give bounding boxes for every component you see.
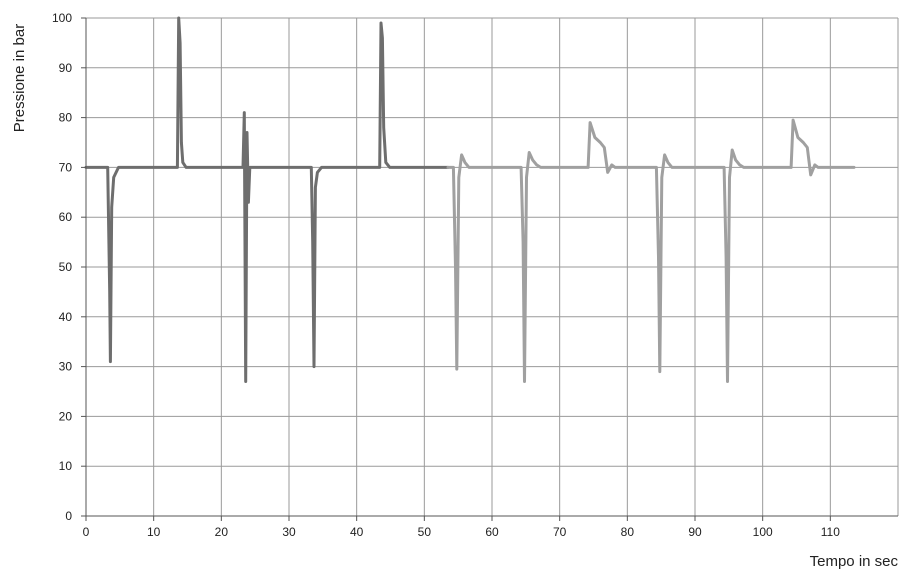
- y-tick-label: 60: [59, 210, 73, 224]
- x-tick-label: 90: [688, 525, 702, 539]
- axes: [81, 17, 898, 521]
- grid: [85, 17, 899, 517]
- y-axis-label: Pressione in bar: [11, 24, 28, 132]
- x-tick-label: 50: [418, 525, 432, 539]
- x-tick-label: 30: [282, 525, 296, 539]
- y-tick-label: 50: [59, 260, 73, 274]
- x-axis-label: Tempo in sec: [810, 553, 899, 570]
- series-group: [84, 16, 856, 383]
- x-tick-label: 0: [83, 525, 90, 539]
- x-tick-label: 10: [147, 525, 161, 539]
- x-tick-label: 40: [350, 525, 364, 539]
- series-line-2: [446, 118, 856, 383]
- y-tick-label: 30: [59, 360, 73, 374]
- x-tick-label: 70: [553, 525, 567, 539]
- x-tick-label: 20: [215, 525, 229, 539]
- x-tick-label: 60: [485, 525, 499, 539]
- y-tick-labels: 0 10 20 30 40 50 60 70 80 90 100: [52, 11, 72, 523]
- y-tick-label: 100: [52, 11, 72, 25]
- y-tick-label: 40: [59, 310, 73, 324]
- x-tick-label: 100: [753, 525, 773, 539]
- x-tick-label: 110: [821, 525, 840, 539]
- y-tick-label: 20: [59, 409, 73, 423]
- y-tick-label: 0: [65, 509, 72, 523]
- x-tick-labels: 0 10 20 30 40 50 60 70 80 90 100 110: [83, 525, 841, 539]
- y-tick-label: 90: [59, 61, 73, 75]
- x-tick-label: 80: [621, 525, 635, 539]
- y-tick-label: 70: [59, 160, 73, 174]
- y-tick-label: 80: [59, 111, 73, 125]
- series-line-1: [84, 16, 450, 383]
- y-tick-label: 10: [59, 459, 73, 473]
